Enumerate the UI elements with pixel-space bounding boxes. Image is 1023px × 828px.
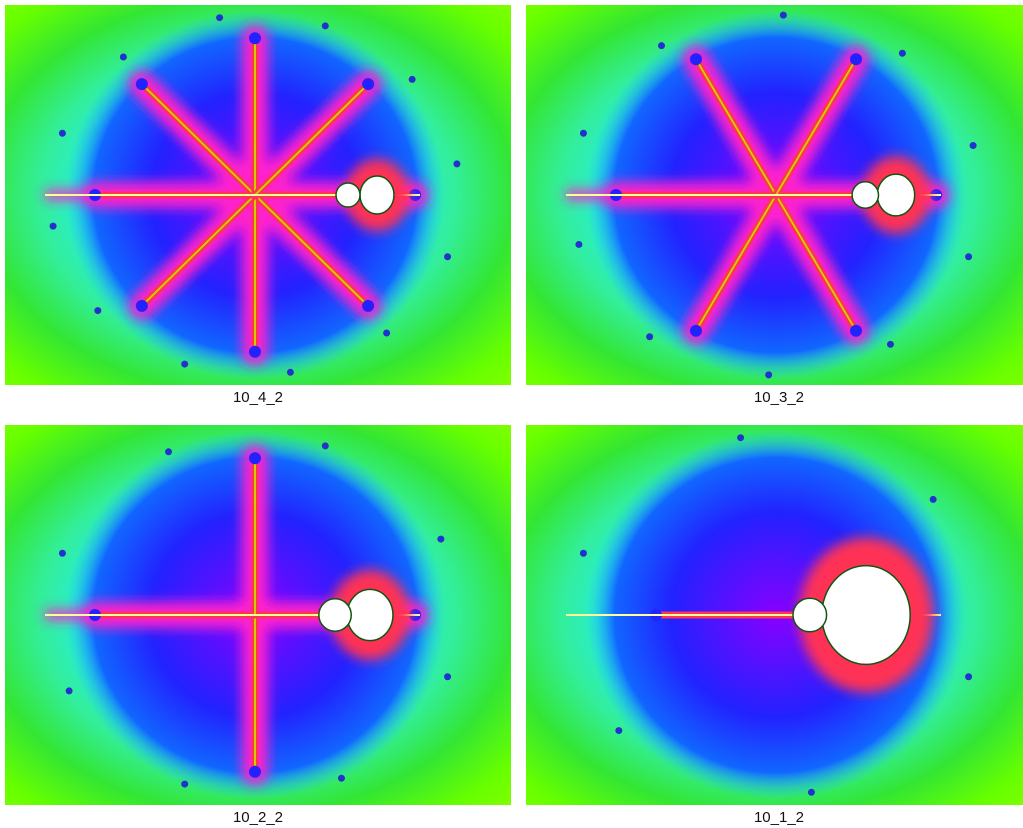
satellite-dots [49, 14, 461, 376]
set-body [851, 156, 931, 234]
panel-caption: 10_3_2 [753, 389, 805, 406]
fractal-image [5, 5, 511, 385]
fractal-image [5, 425, 511, 805]
panel-caption: 10_4_2 [232, 389, 284, 406]
fractal-image [526, 425, 1023, 805]
satellite-dots [575, 11, 977, 379]
panel-caption: 10_2_2 [232, 809, 284, 826]
panel-caption: 10_1_2 [753, 809, 805, 826]
arms [45, 32, 421, 358]
satellite-dots [58, 442, 452, 788]
fractal-image [526, 5, 1023, 385]
arms [45, 452, 421, 778]
set-body [792, 537, 934, 693]
set-body [318, 569, 410, 661]
set-body [335, 159, 409, 231]
satellite-dots [579, 434, 973, 796]
arms [566, 53, 942, 337]
